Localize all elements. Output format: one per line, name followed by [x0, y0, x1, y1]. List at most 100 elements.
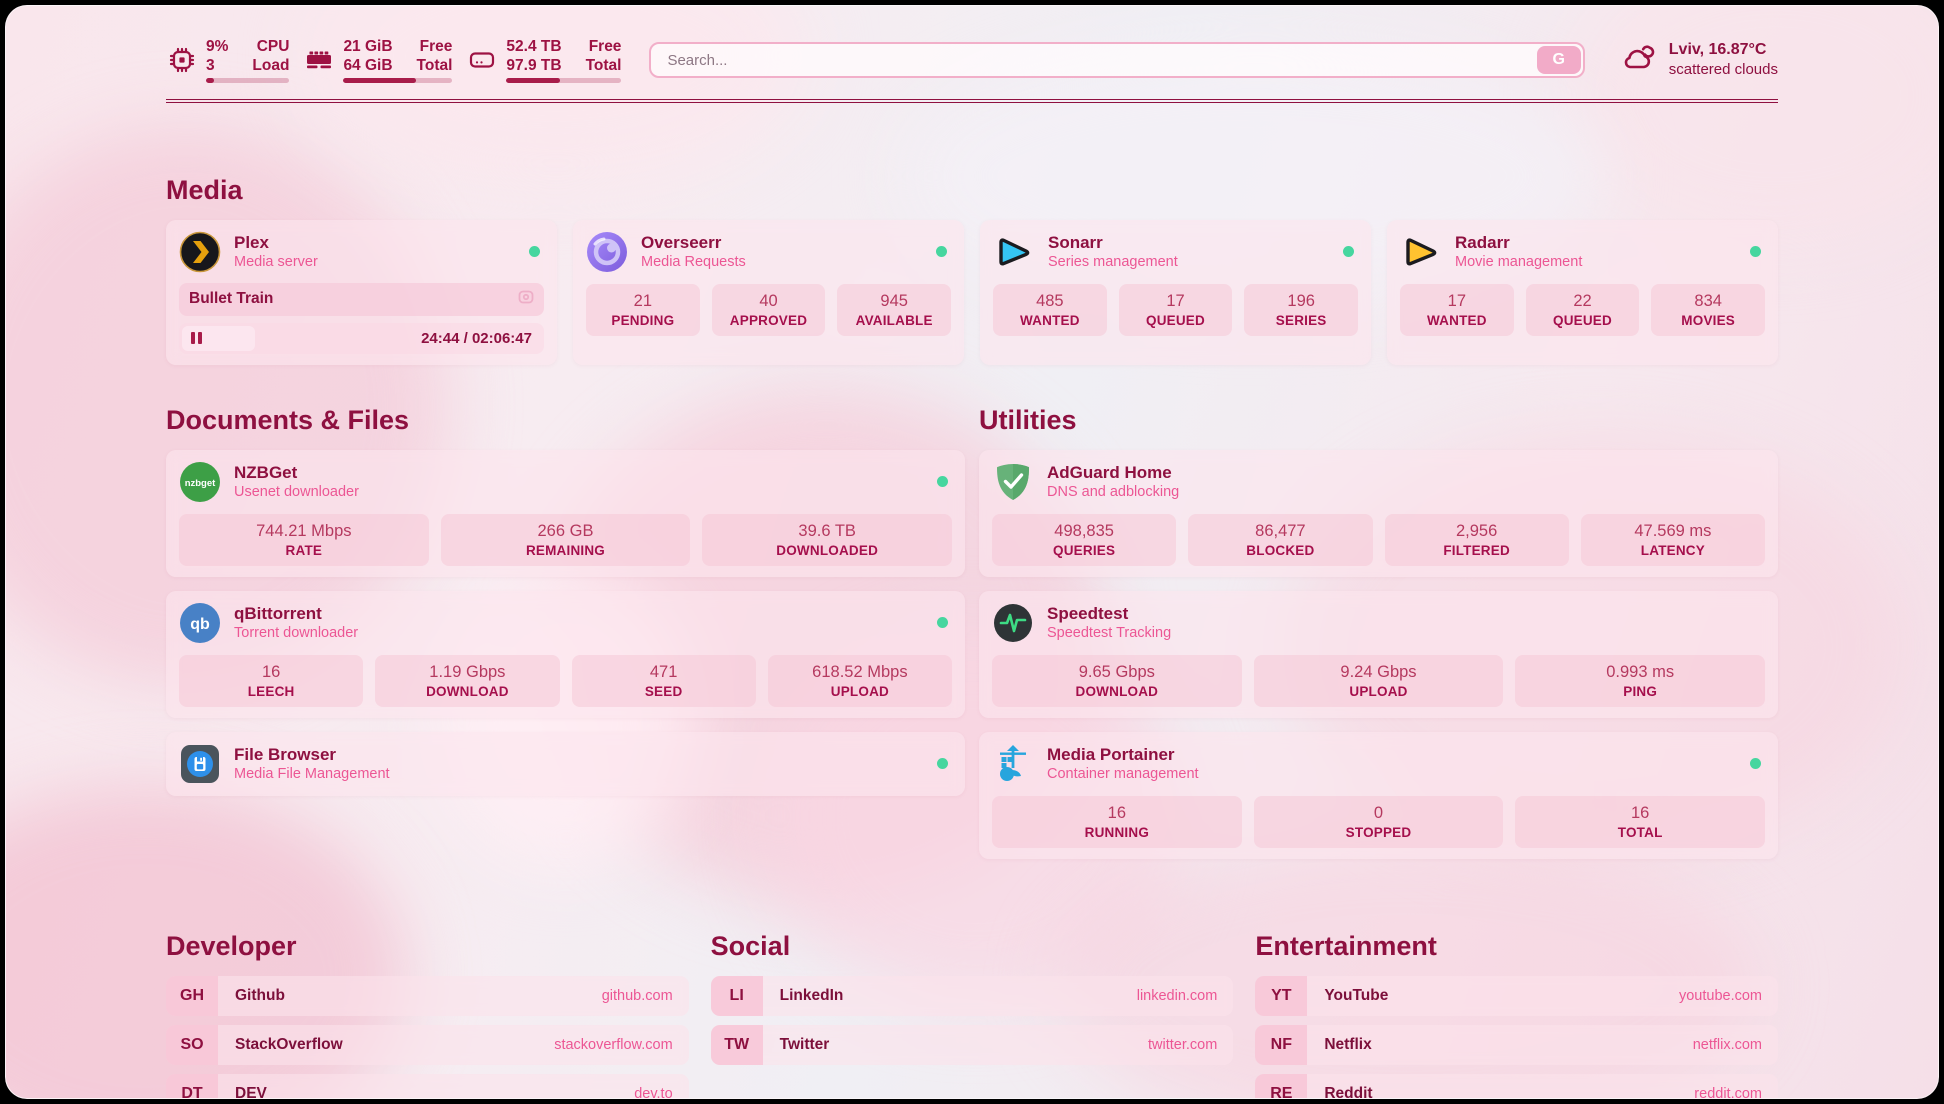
bookmark-dev[interactable]: DT DEV dev.to [166, 1073, 689, 1099]
disk-free-value: 52.4 TB [506, 38, 562, 56]
bookmark-netflix[interactable]: NF Netflix netflix.com [1255, 1024, 1778, 1065]
bookmark-abbr: LI [710, 975, 763, 1016]
stat-wanted: 17 WANTED [1400, 283, 1514, 336]
memory-free-value: 21 GiB [343, 38, 393, 56]
app-card-filebrowser: File Browser Media File Management [166, 731, 965, 796]
section-title-social: Social [710, 930, 791, 961]
stat-downloaded: 39.6 TB DOWNLOADED [702, 513, 952, 566]
app-title[interactable]: Overseerr [641, 233, 722, 252]
status-dot [1750, 246, 1761, 257]
bookmark-name: DEV [235, 1084, 267, 1099]
bookmark-abbr: TW [710, 1024, 763, 1065]
stat-available: 945 AVAILABLE [837, 283, 951, 336]
app-subtitle: Media server [234, 254, 318, 270]
app-card-sonarr: Sonarr Series management 485 WANTED 17 Q… [980, 219, 1371, 365]
bookmark-url: linkedin.com [1136, 987, 1218, 1004]
app-subtitle: Container management [1047, 766, 1199, 782]
app-title[interactable]: File Browser [234, 745, 337, 764]
topbar-divider [166, 99, 1778, 103]
stat-queued: 17 QUEUED [1118, 283, 1233, 336]
bookmark-youtube[interactable]: YT YouTube youtube.com [1255, 975, 1778, 1016]
now-playing-title: Bullet Train [189, 290, 274, 307]
app-card-nzbget: nzbget NZBGet Usenet downloader 744.21 M… [166, 449, 965, 577]
disk-total-label: Total [585, 57, 622, 75]
disk-free-label: Free [588, 38, 622, 56]
disk-total-value: 97.9 TB [506, 57, 562, 75]
filebrowser-icon [179, 743, 221, 785]
stat-total: 16 TOTAL [1515, 795, 1765, 848]
app-card-portainer: Media Portainer Container management 16 … [979, 731, 1778, 859]
plex-icon [179, 231, 221, 273]
documents-column: Documents & Files nzbget NZBGet Usenet d [166, 405, 965, 810]
session-view-icon[interactable] [518, 290, 534, 309]
bookmarks-social: Social LI LinkedIn linkedin.com TW Twitt… [710, 930, 1234, 1099]
app-card-radarr: Radarr Movie management 17 WANTED 22 QUE… [1387, 219, 1778, 365]
disk-widget: 52.4 TB Free 97.9 TB Total [466, 37, 622, 83]
stat-pending: 21 PENDING [586, 283, 700, 336]
cloud-icon [1619, 41, 1659, 80]
stat-filtered: 2,956 FILTERED [1384, 513, 1569, 566]
now-playing-row: Bullet Train [179, 282, 544, 316]
cpu-usage-value: 9% [206, 38, 229, 56]
cpu-load-label: Load [252, 57, 290, 75]
app-subtitle: Speedtest Tracking [1047, 625, 1172, 641]
portainer-icon [992, 743, 1034, 785]
qbittorrent-icon: qb [179, 602, 221, 644]
bookmark-twitter[interactable]: TW Twitter twitter.com [710, 1024, 1234, 1065]
status-dot [937, 476, 948, 487]
bookmark-name: Github [235, 986, 285, 1004]
search-provider-button[interactable]: G [1536, 46, 1581, 74]
app-title[interactable]: Plex [234, 233, 269, 252]
stat-leech: 16 LEECH [179, 654, 364, 707]
app-title[interactable]: Speedtest [1047, 604, 1129, 623]
app-subtitle: Media File Management [234, 766, 390, 782]
cpu-progress-bar [206, 78, 290, 83]
section-title-entertainment: Entertainment [1255, 930, 1437, 961]
stat-queued: 22 QUEUED [1525, 283, 1640, 336]
stat-upload: 618.52 Mbps UPLOAD [767, 654, 952, 707]
bookmark-url: github.com [601, 987, 673, 1004]
stat-wanted: 485 WANTED [993, 283, 1107, 336]
app-title[interactable]: AdGuard Home [1047, 463, 1172, 482]
app-subtitle: Series management [1048, 254, 1178, 270]
weather-condition: scattered clouds [1668, 61, 1778, 78]
app-subtitle: DNS and adblocking [1047, 484, 1180, 500]
app-subtitle: Usenet downloader [234, 484, 359, 500]
stat-blocked: 86,477 BLOCKED [1188, 513, 1373, 566]
stat-stopped: 0 STOPPED [1253, 795, 1504, 848]
bookmark-name: LinkedIn [779, 986, 844, 1004]
section-title-developer: Developer [166, 930, 297, 961]
memory-progress-bar [343, 78, 453, 83]
bookmark-name: Netflix [1324, 1035, 1372, 1053]
app-title[interactable]: Sonarr [1048, 233, 1103, 252]
bookmark-reddit[interactable]: RE Reddit reddit.com [1255, 1073, 1778, 1099]
app-subtitle: Movie management [1455, 254, 1583, 270]
svg-text:nzbget: nzbget [185, 478, 216, 489]
bookmark-stackoverflow[interactable]: SO StackOverflow stackoverflow.com [166, 1024, 689, 1065]
bookmark-github[interactable]: GH Github github.com [166, 975, 689, 1016]
search-bar: G [649, 42, 1585, 78]
memory-widget: 21 GiB Free 64 GiB Total [303, 37, 453, 83]
app-title[interactable]: qBittorrent [234, 604, 322, 623]
stat-latency: 47.569 ms LATENCY [1580, 513, 1765, 566]
speedtest-icon [992, 602, 1034, 644]
top-bar: 9% CPU 3 Load [166, 36, 1778, 84]
status-dot [937, 758, 948, 769]
bookmark-linkedin[interactable]: LI LinkedIn linkedin.com [710, 975, 1234, 1016]
app-title[interactable]: Media Portainer [1047, 745, 1175, 764]
app-title[interactable]: Radarr [1455, 233, 1510, 252]
stat-download: 1.19 Gbps DOWNLOAD [375, 654, 560, 707]
app-card-adguard: AdGuard Home DNS and adblocking 498,835 … [979, 449, 1778, 577]
bookmark-abbr: RE [1255, 1073, 1308, 1098]
bookmark-name: Reddit [1324, 1084, 1373, 1099]
search-input[interactable] [649, 42, 1585, 78]
pause-icon[interactable] [191, 332, 202, 344]
memory-total-value: 64 GiB [343, 57, 393, 75]
stat-download: 9.65 Gbps DOWNLOAD [992, 654, 1242, 707]
bookmark-url: dev.to [634, 1085, 673, 1099]
section-title-documents: Documents & Files [166, 404, 410, 435]
stat-running: 16 RUNNING [992, 795, 1242, 848]
section-title-utilities: Utilities [979, 404, 1077, 435]
app-title[interactable]: NZBGet [234, 463, 298, 482]
bookmark-name: StackOverflow [235, 1035, 343, 1053]
